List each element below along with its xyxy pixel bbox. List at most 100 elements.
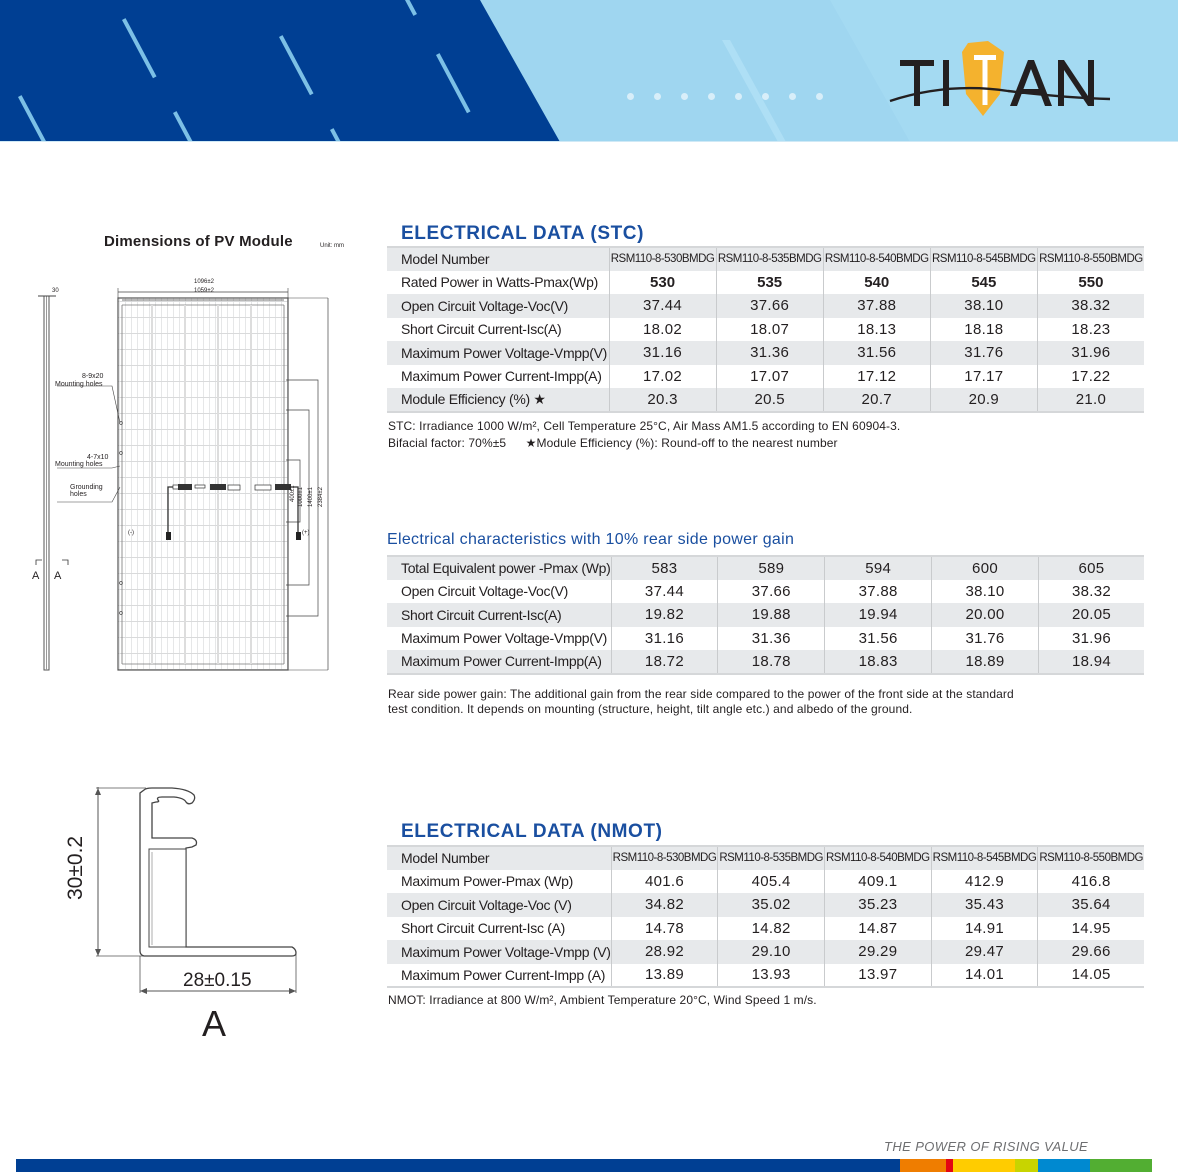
row-label: Model Number <box>387 247 609 271</box>
row-label: Maximum Power-Pmax (Wp) <box>387 869 612 893</box>
footer-blue-bar <box>16 1159 900 1172</box>
model-cell: RSM110-8-530BMDG <box>610 846 718 870</box>
table-row: Maximum Power-Pmax (Wp) 401.6 405.4 409.… <box>387 869 1144 893</box>
dim-1400-label: 1400±1 <box>308 487 314 507</box>
value-cell: 29.47 <box>930 940 1038 964</box>
mounting-holes-b-label: Mounting holes <box>55 461 103 468</box>
section-a-left: A <box>32 570 40 582</box>
value-cell: 14.05 <box>1037 963 1144 987</box>
value-cell: 31.36 <box>717 626 825 650</box>
table-row: Short Circuit Current-Isc (A) 14.78 14.8… <box>387 916 1144 940</box>
value-cell: 594 <box>824 556 932 580</box>
value-cell: 17.07 <box>715 364 824 388</box>
value-cell: 38.10 <box>929 294 1038 318</box>
value-cell: 14.82 <box>717 916 825 940</box>
rear-gain-note-line2: test condition. It depends on mounting (… <box>388 702 913 716</box>
inner-width-label: 1059±2 <box>194 288 214 294</box>
value-cell: 29.66 <box>1037 940 1144 964</box>
titan-logo <box>889 41 1111 116</box>
row-label: Model Number <box>387 846 612 870</box>
row-label: Rated Power in Watts-Pmax(Wp) <box>387 270 609 294</box>
profile-width-label: 28±0.15 <box>183 970 252 991</box>
mounting-holes-a-label: Mounting holes <box>55 381 103 388</box>
row-label: Open Circuit Voltage-Voc (V) <box>387 893 612 917</box>
value-cell: 28.92 <box>610 940 718 964</box>
profile-height-label: 30±0.2 <box>64 835 87 900</box>
value-cell: 20.00 <box>931 603 1039 627</box>
table-row: Maximum Power Current-Impp(A) 17.02 17.0… <box>387 364 1144 388</box>
value-cell: 13.97 <box>823 963 932 987</box>
value-cell: 530 <box>608 270 717 294</box>
value-cell: 20.05 <box>1037 603 1144 627</box>
table-row: Maximum Power Voltage-Vmpp (V) 28.92 29.… <box>387 940 1144 964</box>
rear-gain-table: Total Equivalent power -Pmax (Wp) 583 58… <box>387 555 1144 675</box>
value-cell: 589 <box>717 556 825 580</box>
table-row: Maximum Power Current-Impp(A) 18.72 18.7… <box>387 650 1144 674</box>
value-cell: 14.87 <box>823 916 932 940</box>
value-cell: 18.72 <box>610 650 718 674</box>
value-cell: 35.43 <box>930 893 1038 917</box>
brand-tagline: THE POWER OF RISING VALUE <box>884 1139 1089 1154</box>
value-cell: 29.29 <box>823 940 932 964</box>
grounding-label-1: Grounding <box>70 484 103 491</box>
model-cell: RSM110-8-545BMDG <box>930 846 1038 870</box>
value-cell: 18.83 <box>824 650 932 674</box>
row-label: Short Circuit Current-Isc(A) <box>387 603 612 627</box>
value-cell: 35.64 <box>1037 893 1144 917</box>
value-cell: 14.91 <box>930 916 1038 940</box>
outer-width-label: 1096±2 <box>194 279 214 285</box>
stc-table: Model Number RSM110-8-530BMDG RSM110-8-5… <box>387 246 1144 413</box>
grounding-label-2: holes <box>70 491 87 498</box>
value-cell: 19.88 <box>717 603 825 627</box>
value-cell: 401.6 <box>610 869 718 893</box>
stc-note: STC: Irradiance 1000 W/m², Cell Temperat… <box>388 419 900 451</box>
value-cell: 17.02 <box>608 364 717 388</box>
value-cell: 412.9 <box>930 869 1038 893</box>
value-cell: 405.4 <box>717 869 825 893</box>
model-cell: RSM110-8-540BMDG <box>822 247 931 271</box>
table-row: Maximum Power Current-Impp (A) 13.89 13.… <box>387 963 1144 987</box>
model-cell: RSM110-8-550BMDG <box>1037 846 1144 870</box>
table-row: Open Circuit Voltage-Voc(V) 37.44 37.66 … <box>387 294 1144 318</box>
value-cell: 17.22 <box>1036 364 1144 388</box>
row-label: Short Circuit Current-Isc(A) <box>387 317 609 341</box>
row-label: Maximum Power Current-Impp(A) <box>387 364 609 388</box>
value-cell: 37.66 <box>717 579 825 603</box>
value-cell: 31.96 <box>1036 341 1144 365</box>
value-cell: 31.56 <box>822 341 931 365</box>
value-cell: 38.32 <box>1036 294 1144 318</box>
value-cell: 605 <box>1037 556 1144 580</box>
dimensions-unit: Unit: mm <box>320 243 344 249</box>
value-cell: 37.66 <box>715 294 824 318</box>
value-cell: 37.88 <box>822 294 931 318</box>
value-cell: 20.3 <box>608 388 717 412</box>
row-label: Total Equivalent power -Pmax (Wp) <box>387 556 612 580</box>
value-cell: 583 <box>610 556 718 580</box>
row-label: Module Efficiency (%) ★ <box>387 388 609 412</box>
value-cell: 14.78 <box>610 916 718 940</box>
value-cell: 18.23 <box>1036 317 1144 341</box>
table-row: Model Number RSM110-8-530BMDG RSM110-8-5… <box>387 846 1144 870</box>
value-cell: 31.56 <box>824 626 932 650</box>
module-outline-svg <box>35 288 329 671</box>
table-row: Open Circuit Voltage-Voc(V) 37.44 37.66 … <box>387 579 1144 603</box>
mounting-holes-b-size: 4-7x10 <box>87 454 109 461</box>
model-cell: RSM110-8-535BMDG <box>715 247 824 271</box>
value-cell: 38.32 <box>1037 579 1144 603</box>
value-cell: 14.01 <box>930 963 1038 987</box>
efficiency-footnote: ★Module Efficiency (%): Round-off to the… <box>525 436 838 450</box>
value-cell: 38.10 <box>931 579 1039 603</box>
model-cell: RSM110-8-535BMDG <box>717 846 825 870</box>
stc-note-line1: STC: Irradiance 1000 W/m², Cell Temperat… <box>388 419 901 433</box>
value-cell: 31.16 <box>608 341 717 365</box>
value-cell: 13.93 <box>717 963 825 987</box>
row-label: Maximum Power Current-Impp (A) <box>387 963 612 987</box>
value-cell: 35.23 <box>823 893 932 917</box>
nmot-title: ELECTRICAL DATA (NMOT) <box>401 821 663 842</box>
value-cell: 545 <box>929 270 1038 294</box>
value-cell: 17.17 <box>929 364 1038 388</box>
row-label: Maximum Power Voltage-Vmpp(V) <box>387 626 612 650</box>
model-cell: RSM110-8-550BMDG <box>1036 247 1144 271</box>
row-label: Open Circuit Voltage-Voc(V) <box>387 579 612 603</box>
value-cell: 18.02 <box>608 317 717 341</box>
